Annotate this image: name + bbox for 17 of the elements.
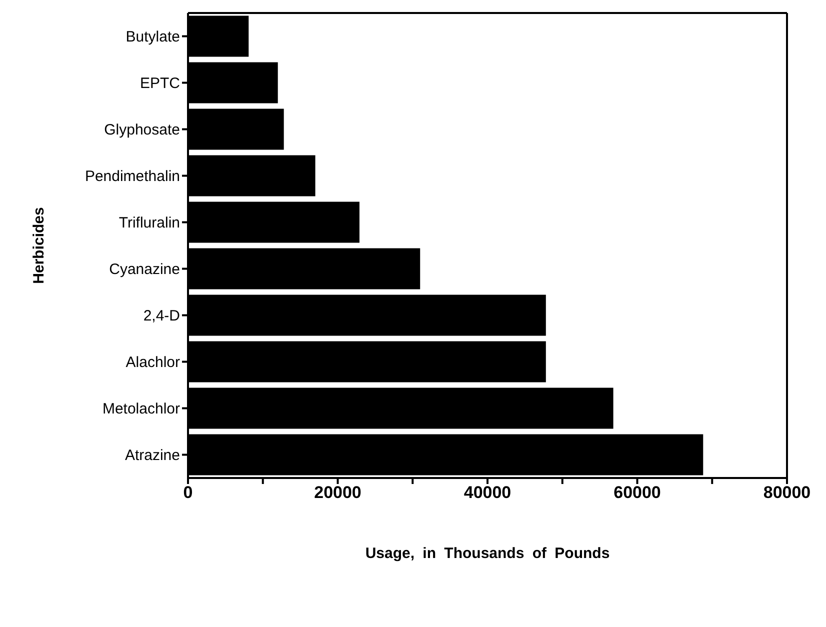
y-tick-label: Glyphosate xyxy=(104,122,180,139)
y-tick-label: Butylate xyxy=(126,28,180,46)
y-tick-label: Cyanazine xyxy=(109,261,180,278)
y-tick-label: Atrazine xyxy=(124,447,180,464)
x-tick-label: 80000 xyxy=(763,483,811,502)
x-axis-title: Usage, in Thousands of Pounds xyxy=(365,545,610,562)
y-axis-title: Herbicides xyxy=(30,207,48,284)
x-tick-label: 40000 xyxy=(464,483,512,502)
y-tick-label: Trifluralin xyxy=(118,214,180,232)
y-tick-label: Metolachlor xyxy=(102,400,180,418)
y-tick-label: Alachlor xyxy=(126,354,180,372)
x-tick-label: 0 xyxy=(183,483,193,502)
x-tick-label: 60000 xyxy=(614,483,661,502)
y-tick-label: 2,4-D xyxy=(143,308,180,325)
x-tick-label: 20000 xyxy=(314,483,362,502)
y-tick-label: EPTC xyxy=(140,75,180,92)
y-tick-label: Pendimethalin xyxy=(84,168,180,186)
